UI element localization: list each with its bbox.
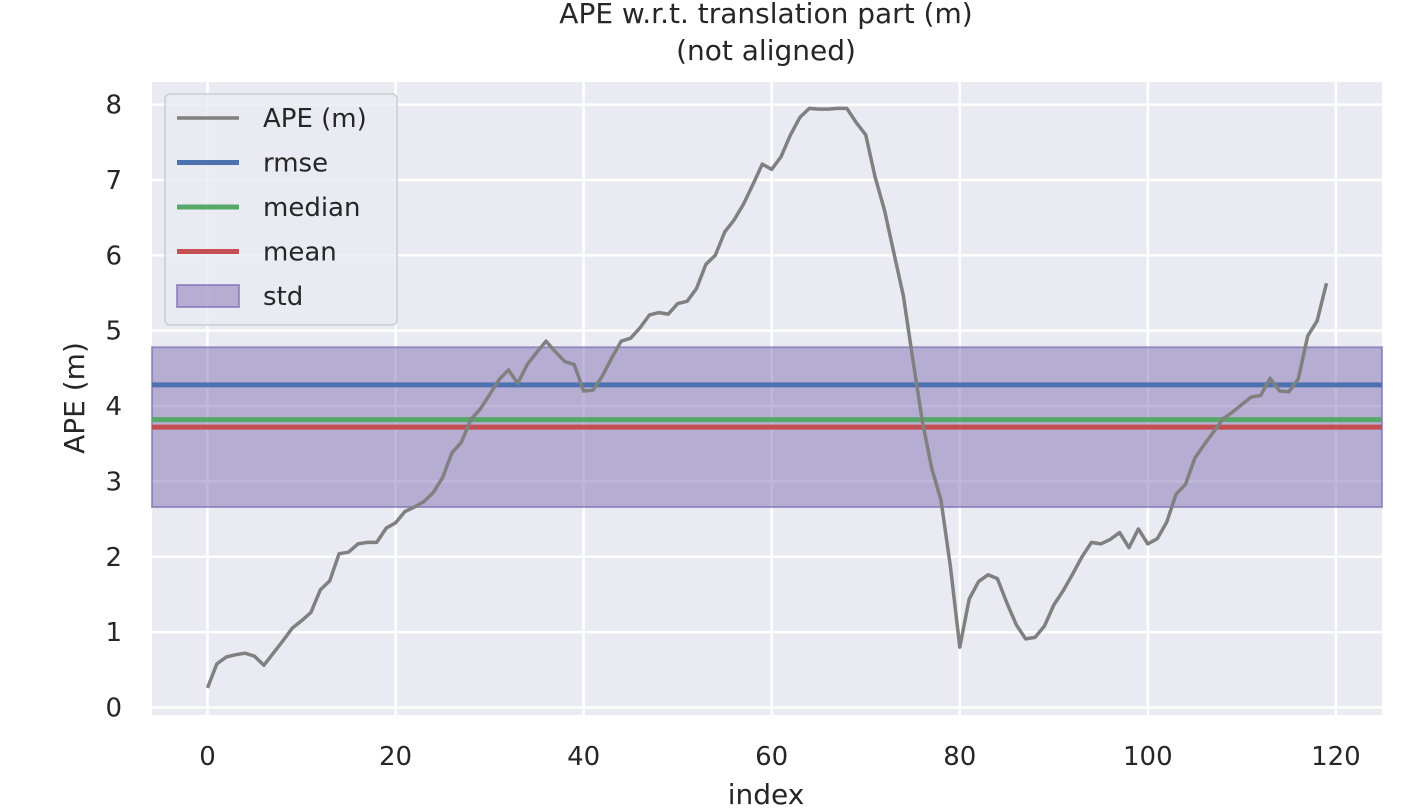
x-tick-label: 40: [567, 742, 600, 772]
chart-title: APE w.r.t. translation part (m): [559, 0, 972, 30]
legend-label-median: median: [263, 193, 360, 223]
y-tick-label: 4: [105, 392, 122, 422]
y-tick-label: 3: [105, 467, 122, 497]
legend: APE (m) rmse median mean std: [164, 93, 398, 326]
legend-label-ape: APE (m): [263, 104, 367, 134]
x-tick-labels: 0 20 40 60 80 100 120: [199, 742, 1361, 772]
y-tick-label: 2: [105, 543, 122, 573]
legend-label-rmse: rmse: [263, 149, 328, 179]
legend-frame: [164, 93, 398, 326]
y-tick-label: 1: [105, 618, 122, 648]
y-tick-label: 0: [105, 693, 122, 723]
x-tick-label: 100: [1123, 742, 1173, 772]
legend-swatch-std: [176, 284, 240, 308]
y-tick-label: 7: [105, 166, 122, 196]
x-axis-label: index: [728, 778, 805, 808]
y-tick-label: 5: [105, 317, 122, 347]
chart-subtitle: (not aligned): [676, 34, 856, 67]
legend-label-std: std: [263, 282, 303, 312]
x-tick-label: 0: [199, 742, 216, 772]
x-tick-label: 120: [1311, 742, 1361, 772]
y-tick-label: 8: [105, 91, 122, 121]
x-tick-label: 80: [943, 742, 976, 772]
y-tick-labels: 0 1 2 3 4 5 6 7 8: [105, 91, 122, 724]
x-tick-label: 20: [379, 742, 412, 772]
ape-series-line: [205, 106, 1329, 689]
y-tick-label: 6: [105, 241, 122, 271]
stat-lines-group: [152, 382, 1382, 430]
series-group: [205, 106, 1329, 689]
x-tick-label: 60: [755, 742, 788, 772]
legend-label-mean: mean: [263, 238, 337, 268]
y-axis-label: APE (m): [58, 342, 91, 454]
